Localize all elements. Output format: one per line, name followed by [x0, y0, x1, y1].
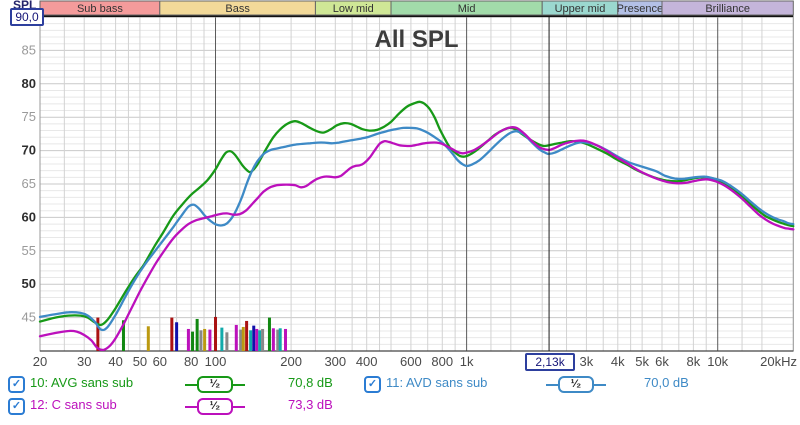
svg-text:300: 300 — [324, 354, 346, 369]
trace-11-cursor-value: 70,0 dB — [644, 375, 689, 390]
svg-text:3k: 3k — [580, 354, 594, 369]
svg-text:65: 65 — [22, 176, 36, 191]
svg-text:400: 400 — [356, 354, 378, 369]
svg-text:200: 200 — [280, 354, 302, 369]
smoothing-dash-left — [185, 405, 197, 408]
svg-text:85: 85 — [22, 42, 36, 57]
svg-text:1k: 1k — [460, 354, 474, 369]
svg-text:Mid: Mid — [458, 3, 476, 15]
svg-text:75: 75 — [22, 109, 36, 124]
trace-10-checkbox[interactable]: ✓ — [8, 376, 25, 393]
svg-text:50: 50 — [133, 354, 147, 369]
trace-10-smoothing-button[interactable]: ¹⁄₂ — [185, 376, 245, 393]
trace-12-smoothing-button[interactable]: ¹⁄₂ — [185, 398, 245, 415]
smoothing-fraction: ¹⁄₂ — [558, 376, 594, 393]
svg-text:5k: 5k — [635, 354, 649, 369]
svg-text:45: 45 — [22, 310, 36, 325]
svg-text:70: 70 — [22, 143, 36, 158]
svg-text:80: 80 — [184, 354, 198, 369]
trace-11-label: 11: AVD sans sub — [386, 375, 488, 390]
chart-title: All SPL — [374, 26, 459, 53]
svg-text:40: 40 — [108, 354, 122, 369]
trace-12-cursor-value: 73,3 dB — [288, 397, 333, 412]
svg-text:Upper mid: Upper mid — [555, 3, 606, 15]
svg-text:Brilliance: Brilliance — [705, 3, 750, 15]
smoothing-fraction: ¹⁄₂ — [197, 376, 233, 393]
smoothing-dash-right — [594, 383, 606, 386]
trace-legend: ✓ 10: AVG sans sub ¹⁄₂ 70,8 dB ✓ 11: AVD… — [0, 372, 800, 425]
svg-text:100: 100 — [205, 354, 227, 369]
svg-text:10k: 10k — [707, 354, 728, 369]
trace-11-smoothing-button[interactable]: ¹⁄₂ — [546, 376, 606, 393]
svg-text:8k: 8k — [687, 354, 701, 369]
svg-text:50: 50 — [22, 276, 36, 291]
svg-text:30: 30 — [77, 354, 91, 369]
svg-text:Presence: Presence — [617, 3, 663, 15]
svg-text:Sub bass: Sub bass — [77, 3, 123, 15]
smoothing-dash-left — [546, 383, 558, 386]
svg-text:60: 60 — [153, 354, 167, 369]
svg-text:4k: 4k — [611, 354, 625, 369]
smoothing-dash-right — [233, 383, 245, 386]
check-icon: ✓ — [367, 378, 378, 390]
spl-frequency-chart[interactable]: Sub bass Bass Low mid Mid Upper mid Presence B… — [0, 0, 800, 372]
trace-10-cursor-value: 70,8 dB — [288, 375, 333, 390]
svg-text:600: 600 — [400, 354, 422, 369]
svg-text:20: 20 — [33, 354, 47, 369]
trace-12-checkbox[interactable]: ✓ — [8, 398, 25, 415]
y-axis-top-value-box[interactable]: 90,0 — [10, 8, 44, 26]
svg-text:6k: 6k — [655, 354, 669, 369]
svg-text:60: 60 — [22, 209, 36, 224]
trace-10-label: 10: AVG sans sub — [30, 375, 134, 390]
svg-text:Low mid: Low mid — [333, 3, 374, 15]
cursor-frequency-box[interactable]: 2,13k — [525, 353, 576, 371]
svg-text:55: 55 — [22, 243, 36, 258]
svg-text:20kHz: 20kHz — [760, 354, 797, 369]
trace-11-checkbox[interactable]: ✓ — [364, 376, 381, 393]
svg-text:80: 80 — [22, 76, 36, 91]
svg-text:800: 800 — [431, 354, 453, 369]
smoothing-dash-left — [185, 383, 197, 386]
smoothing-fraction: ¹⁄₂ — [197, 398, 233, 415]
trace-12-label: 12: C sans sub — [30, 397, 117, 412]
smoothing-dash-right — [233, 405, 245, 408]
svg-text:Bass: Bass — [225, 3, 250, 15]
check-icon: ✓ — [11, 378, 22, 390]
check-icon: ✓ — [11, 400, 22, 412]
